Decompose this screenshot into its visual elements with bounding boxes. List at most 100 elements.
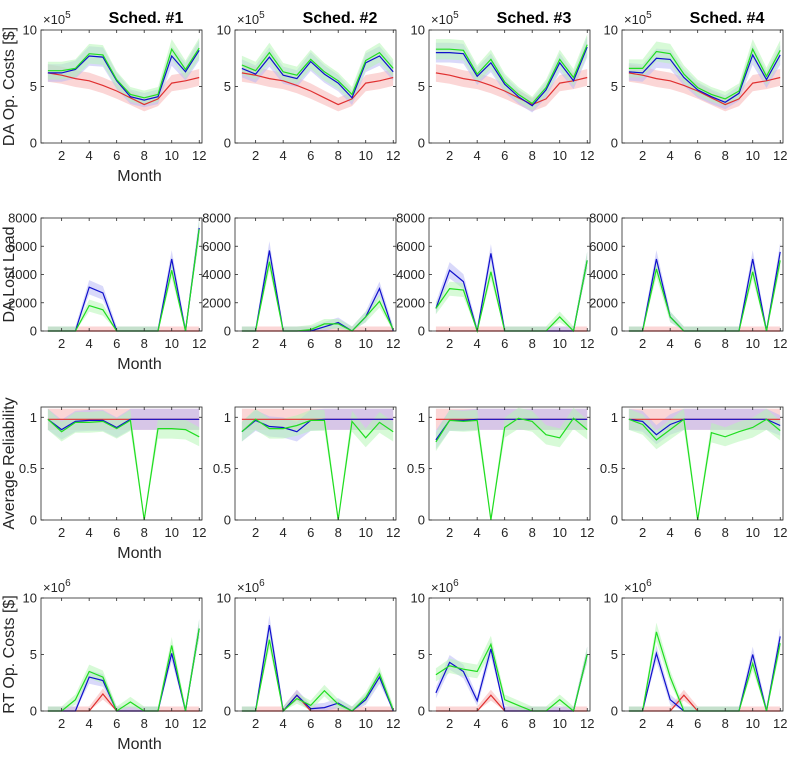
y-tick-label: 0	[418, 136, 425, 151]
y-tick-label: 0	[418, 704, 425, 719]
x-tick-label: 12	[580, 148, 594, 163]
series-green	[47, 47, 200, 99]
x-tick-label: 6	[307, 525, 314, 540]
x-axis-label: Month	[117, 736, 161, 753]
y-tick-label: 5	[418, 79, 425, 94]
panel-r4-c2: 2 4 6 8 10 12 0 5 10 ×106	[217, 578, 401, 731]
axes-box	[428, 406, 591, 521]
series-green	[241, 51, 394, 96]
series-green	[435, 642, 588, 713]
x-tick-label: 8	[529, 525, 536, 540]
y-tick-label: 6000	[202, 239, 231, 254]
x-tick-label: 6	[694, 716, 701, 731]
x-tick-label: 8	[141, 148, 148, 163]
x-tick-label: 6	[501, 336, 508, 351]
x-tick-label: 12	[192, 716, 206, 731]
x-tick-label: 2	[252, 336, 259, 351]
y-tick-label: 5	[30, 79, 37, 94]
y-tick-label: 5	[611, 647, 618, 662]
y-tick-label: 5	[418, 647, 425, 662]
x-tick-label: 12	[773, 525, 787, 540]
y-tick-label: 1	[611, 410, 618, 425]
x-tick-label: 8	[335, 336, 342, 351]
x-tick-label: 6	[113, 716, 120, 731]
y-tick-label: 0.5	[213, 461, 231, 476]
series-green	[628, 47, 781, 100]
y-tick-label: 10	[23, 23, 37, 38]
axis-multiplier: ×106	[237, 578, 265, 595]
axis-multiplier: ×105	[624, 10, 652, 27]
panel-r3-c3: 2 4 6 8 10 12 0 0.5 1	[407, 406, 594, 540]
x-tick-label: 8	[722, 716, 729, 731]
x-tick-label: 4	[86, 148, 93, 163]
y-tick-label: 8000	[396, 211, 425, 226]
y-tick-label: 0	[30, 324, 37, 339]
panel-title: Sched. #1	[109, 10, 184, 27]
y-tick-label: 10	[604, 591, 618, 606]
x-tick-label: 4	[86, 525, 93, 540]
y-tick-label: 2000	[202, 295, 231, 310]
x-tick-label: 8	[722, 148, 729, 163]
x-tick-label: 4	[474, 716, 481, 731]
x-tick-label: 2	[252, 716, 259, 731]
y-tick-label: 2000	[396, 295, 425, 310]
x-tick-label: 6	[501, 716, 508, 731]
x-tick-label: 10	[358, 525, 372, 540]
x-tick-label: 12	[773, 148, 787, 163]
x-tick-label: 12	[192, 525, 206, 540]
y-tick-label: 0	[224, 324, 231, 339]
x-tick-label: 12	[386, 148, 400, 163]
x-tick-label: 2	[58, 148, 65, 163]
series-green	[241, 639, 394, 713]
x-tick-label: 12	[386, 525, 400, 540]
y-tick-label: 0	[418, 324, 425, 339]
axis-multiplier: ×106	[624, 578, 652, 595]
x-tick-label: 10	[164, 525, 178, 540]
x-tick-label: 2	[639, 716, 646, 731]
series-blue	[241, 250, 394, 332]
y-tick-label: 10	[604, 23, 618, 38]
band-green	[47, 218, 200, 331]
y-tick-label: 1	[224, 410, 231, 425]
x-tick-label: 4	[474, 148, 481, 163]
band-green	[435, 251, 588, 331]
band-green	[47, 408, 200, 520]
x-tick-label: 8	[141, 336, 148, 351]
panel-r1-c4: 2 4 6 8 10 12 0 5 10 ×105 Sched. #4	[604, 10, 788, 163]
x-tick-label: 12	[580, 716, 594, 731]
panel-title: Sched. #4	[690, 10, 765, 27]
x-tick-label: 2	[639, 336, 646, 351]
x-tick-label: 6	[307, 716, 314, 731]
series-blue	[47, 49, 200, 101]
y-tick-label: 0	[30, 136, 37, 151]
axes-box	[621, 406, 784, 521]
x-tick-label: 6	[307, 336, 314, 351]
x-axis-label: Month	[117, 168, 161, 185]
panel-r2-c2: 2 4 6 8 10 12 0 2000 4000 6000 8000	[202, 211, 400, 352]
axis-multiplier: ×106	[43, 578, 71, 595]
band-blue	[628, 627, 781, 711]
y-tick-label: 10	[217, 591, 231, 606]
x-tick-label: 4	[667, 716, 674, 731]
x-tick-label: 8	[529, 336, 536, 351]
y-tick-label: 4000	[8, 267, 37, 282]
x-tick-label: 8	[335, 148, 342, 163]
x-tick-label: 8	[722, 525, 729, 540]
y-tick-label: 8000	[589, 211, 618, 226]
x-tick-label: 10	[358, 148, 372, 163]
x-tick-label: 10	[745, 525, 759, 540]
y-tick-label: 5	[224, 79, 231, 94]
x-tick-label: 4	[280, 525, 287, 540]
y-tick-label: 0	[418, 513, 425, 528]
axes-box	[428, 597, 591, 712]
y-axis-label: DA Op. Costs [$]	[1, 27, 18, 146]
axes-box	[40, 217, 203, 332]
series-green	[241, 418, 394, 521]
y-tick-label: 5	[30, 647, 37, 662]
x-tick-label: 10	[552, 336, 566, 351]
y-tick-label: 4000	[589, 267, 618, 282]
x-tick-label: 6	[113, 148, 120, 163]
series-blue	[435, 418, 588, 441]
band-green	[241, 631, 394, 711]
panel-r2-c4: 2 4 6 8 10 12 0 2000 4000 6000 8000	[589, 211, 787, 352]
